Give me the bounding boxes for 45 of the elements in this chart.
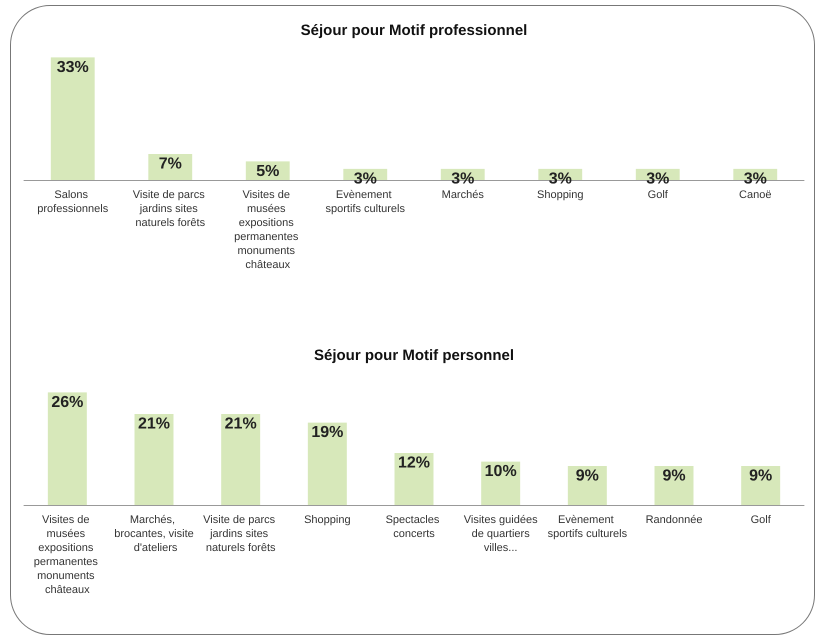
data-label: 7% bbox=[158, 156, 182, 172]
data-label: 9% bbox=[749, 468, 772, 484]
bar bbox=[394, 453, 434, 505]
chart-title: Séjour pour Motif personnel bbox=[314, 347, 514, 364]
x-tick-label: Canoë bbox=[739, 189, 772, 201]
bar bbox=[308, 422, 347, 505]
data-label: 3% bbox=[354, 170, 377, 188]
data-label: 21% bbox=[138, 416, 170, 432]
data-label: 9% bbox=[576, 468, 599, 484]
x-tick-label: Visites de musées expositions permanentes monuments châteaux bbox=[34, 514, 101, 596]
bar bbox=[654, 466, 694, 505]
x-tick-label: Visite de parcs jardins sites naturels forêts bbox=[203, 514, 278, 554]
x-tick-label: Evènement sportifs culturels bbox=[326, 189, 406, 215]
data-label: 21% bbox=[224, 416, 257, 432]
data-label: 5% bbox=[256, 162, 280, 180]
data-label: 3% bbox=[646, 170, 670, 188]
x-tick-label: Randonnée bbox=[646, 514, 702, 526]
x-tick-label: Visite de parcs jardins sites naturels forêts bbox=[132, 189, 208, 229]
x-tick-label: Shopping bbox=[304, 514, 351, 526]
data-label: 19% bbox=[311, 424, 344, 442]
bar bbox=[50, 57, 95, 180]
x-tick-label: Salons professionnels bbox=[37, 189, 109, 215]
x-tick-label: Evènement sportifs culturels bbox=[548, 514, 628, 540]
x-tick-label: Golf bbox=[750, 514, 772, 526]
data-label: 3% bbox=[744, 170, 767, 188]
bar bbox=[568, 466, 607, 505]
bar bbox=[741, 466, 780, 505]
x-tick-label: Spectacles concerts bbox=[386, 514, 442, 540]
data-label: 3% bbox=[548, 170, 572, 188]
data-label: 12% bbox=[398, 454, 430, 472]
data-label: 26% bbox=[51, 394, 84, 411]
data-label: 9% bbox=[662, 468, 686, 484]
x-tick-label: Golf bbox=[648, 189, 669, 201]
data-label: 10% bbox=[484, 463, 517, 480]
data-label: 33% bbox=[56, 58, 89, 76]
x-tick-label: Shopping bbox=[537, 189, 584, 201]
bar bbox=[221, 414, 260, 505]
bar bbox=[134, 414, 174, 505]
x-tick-label: Visites guidées de quartiers villes... bbox=[464, 514, 538, 554]
bar bbox=[48, 392, 87, 505]
x-tick-label: Visites de musées expositions permanentes monuments châteaux bbox=[234, 189, 302, 271]
data-label: 3% bbox=[451, 170, 474, 188]
x-tick-label: Marchés, brocantes, visite d'ateliers bbox=[114, 514, 194, 554]
chart-title: Séjour pour Motif professionnel bbox=[300, 22, 528, 39]
x-tick-label: Marchés bbox=[442, 189, 484, 201]
